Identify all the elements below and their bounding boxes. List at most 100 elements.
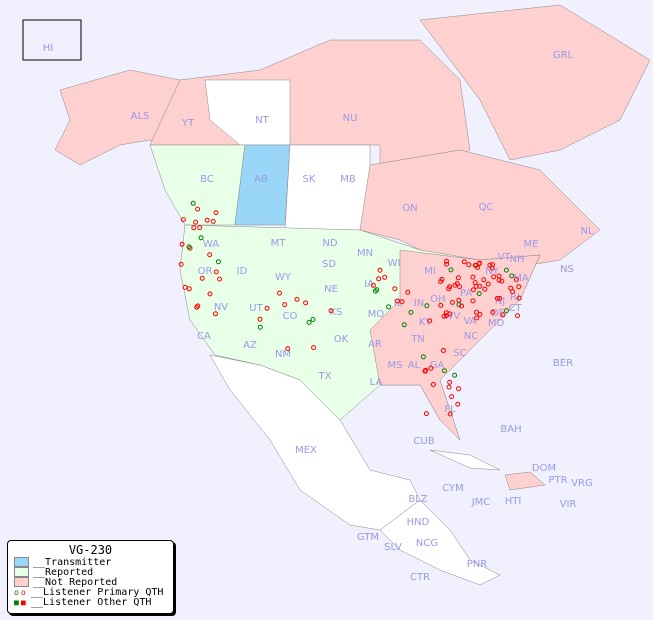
region-label-nu: NU	[343, 113, 358, 124]
region-label-nd: ND	[322, 238, 337, 249]
region-label-nm: NM	[275, 349, 291, 360]
region-label-jmc: JMC	[471, 497, 491, 508]
listener-marker	[186, 286, 192, 292]
region-alaska	[54, 69, 181, 166]
region-label-sd: SD	[322, 259, 336, 270]
region-label-ncg: NCG	[416, 538, 438, 549]
region-label-id: ID	[237, 266, 248, 277]
listener-marker	[446, 384, 452, 390]
listener-marker	[474, 309, 479, 315]
listener-marker	[306, 319, 312, 325]
region-label-in: IN	[414, 298, 424, 309]
listener-marker	[428, 365, 434, 371]
region-label-oh: OH	[430, 294, 445, 305]
region-label-mi: MI	[424, 266, 436, 277]
listener-marker	[277, 290, 282, 296]
legend-item-other-qth: ■ ■ __Listener Other QTH	[14, 596, 173, 608]
listener-marker	[456, 386, 461, 392]
listener-marker	[374, 287, 380, 293]
listener-marker	[392, 286, 398, 292]
listener-marker	[217, 276, 223, 282]
listener-marker	[447, 311, 453, 317]
region-label-ok: OK	[334, 334, 349, 345]
listener-marker	[310, 317, 316, 322]
region-label-blz: BLZ	[408, 494, 427, 505]
listener-marker	[444, 261, 450, 267]
listener-marker	[257, 316, 263, 322]
region-label-me: ME	[524, 239, 539, 250]
listener-marker	[490, 309, 496, 315]
region-label-ma: MA	[513, 273, 529, 284]
region-label-hi: HI	[43, 43, 53, 54]
listener-marker	[499, 278, 505, 284]
region-label-la: LA	[370, 377, 383, 388]
listener-marker	[215, 259, 221, 265]
listener-marker	[504, 308, 509, 314]
listener-marker	[204, 217, 210, 223]
region-label-il: IL	[394, 298, 403, 309]
listener-marker	[424, 303, 430, 309]
region-label-co: CO	[283, 311, 298, 322]
region-label-az: AZ	[243, 340, 257, 351]
region-label-als: ALS	[131, 111, 150, 122]
region-label-tx: TX	[318, 371, 332, 382]
listener-marker	[474, 315, 480, 321]
region-label-ctr: CTR	[410, 572, 430, 583]
listener-marker	[509, 273, 515, 279]
listener-marker	[455, 275, 461, 281]
listener-marker	[180, 217, 186, 223]
region-label-ns: NS	[560, 264, 574, 275]
listener-marker	[438, 302, 444, 308]
listener-marker	[481, 277, 487, 283]
region-central-america	[379, 499, 501, 586]
region-label-mn: MN	[357, 248, 373, 259]
listener-marker	[423, 411, 429, 417]
listener-marker	[427, 318, 433, 324]
region-label-sc: SC	[453, 348, 466, 359]
listener-marker	[500, 312, 506, 318]
listener-marker	[476, 261, 482, 267]
listener-marker	[405, 289, 411, 295]
region-greenland	[419, 4, 651, 161]
listener-marker	[516, 284, 522, 290]
listener-marker	[195, 206, 201, 212]
listener-marker	[264, 305, 270, 311]
region-label-bah: BAH	[500, 424, 521, 435]
listener-marker	[377, 267, 383, 273]
listener-marker	[382, 274, 388, 280]
listener-marker	[448, 267, 454, 273]
listener-marker	[408, 309, 414, 315]
region-label-mex: MEX	[295, 445, 317, 456]
region-label-nt: NT	[255, 115, 269, 126]
region-label-ga: GA	[430, 360, 445, 371]
region-label-mt: MT	[271, 238, 287, 249]
listener-marker	[207, 252, 213, 258]
listener-marker	[311, 345, 317, 351]
listener-marker	[497, 295, 503, 301]
region-label-ar: AR	[368, 339, 382, 350]
region-label-ms: MS	[388, 360, 403, 371]
region-label-sk: SK	[303, 174, 316, 185]
hawaii-inset	[22, 19, 82, 61]
legend-label: __Listener Other QTH	[31, 596, 152, 608]
listener-marker	[472, 280, 478, 286]
region-label-wv: WV	[444, 311, 461, 322]
listener-marker	[257, 324, 263, 330]
listener-marker	[449, 299, 455, 305]
legend-label: __Listener Primary QTH	[31, 586, 164, 598]
region-label-ri: RI	[510, 292, 520, 303]
region-label-wa: WA	[203, 239, 219, 250]
region-label-ut: UT	[249, 303, 263, 314]
listener-marker	[186, 244, 192, 250]
region-label-va: VA	[463, 316, 476, 327]
listener-marker	[461, 259, 467, 265]
listener-marker	[447, 379, 453, 385]
listener-marker	[423, 367, 429, 373]
listener-marker	[441, 313, 447, 319]
listener-marker	[444, 258, 449, 264]
region-ab	[234, 144, 291, 226]
listener-marker	[199, 275, 205, 281]
region-label-grl: GRL	[553, 50, 574, 61]
region-label-nj: NJ	[495, 296, 505, 307]
